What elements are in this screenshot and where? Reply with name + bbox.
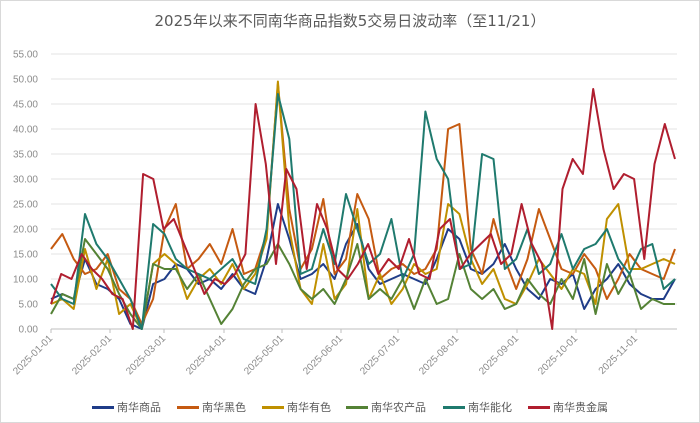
x-tick-label: 2025-10-01: [536, 333, 580, 377]
y-tick-label: 40.00: [13, 125, 38, 136]
legend-item-energy-chem[interactable]: 南华能化: [443, 399, 512, 415]
legend-swatch: [177, 405, 199, 409]
y-tick-label: 0.00: [19, 325, 39, 336]
series-line: [50, 238, 675, 330]
legend-label: 南华贵金属: [553, 401, 608, 414]
legend-swatch: [262, 405, 284, 409]
legend-swatch: [443, 405, 465, 409]
legend-item-commodity[interactable]: 南华商品: [92, 399, 161, 415]
y-tick-label: 20.00: [13, 225, 38, 236]
legend-label: 南华商品: [117, 401, 161, 414]
legend-item-precious-metals[interactable]: 南华贵金属: [528, 399, 608, 415]
x-tick-label: 2025-03-01: [124, 333, 168, 377]
x-tick-label: 2025-05-01: [242, 333, 286, 377]
y-tick-label: 30.00: [13, 175, 38, 186]
y-tick-label: 55.00: [13, 50, 38, 61]
y-tick-label: 15.00: [13, 250, 38, 261]
legend-swatch: [528, 405, 550, 409]
x-axis: 2025-01-01 2025-02-01 2025-03-01 2025-04-01…: [11, 329, 640, 377]
y-tick-label: 50.00: [13, 75, 38, 86]
series-lines: [50, 80, 676, 330]
legend-label: 南华农产品: [371, 401, 426, 414]
legend-label: 南华黑色: [202, 401, 246, 414]
legend: 南华商品 南华黑色 南华有色 南华农产品 南华能化 南华贵金属: [0, 399, 700, 415]
x-tick-label: 2025-11-01: [597, 333, 641, 377]
gridlines: [51, 53, 677, 330]
x-tick-label: 2025-06-01: [301, 333, 345, 377]
x-tick-label: 2025-08-01: [417, 333, 461, 377]
y-tick-label: 45.00: [13, 100, 38, 111]
legend-item-nonferrous[interactable]: 南华有色: [262, 399, 331, 415]
y-tick-label: 25.00: [13, 200, 38, 211]
legend-swatch: [346, 405, 368, 409]
chart-title: 2025年以来不同南华商品指数5交易日波动率（至11/21）: [154, 12, 546, 30]
legend-swatch: [92, 405, 114, 409]
x-tick-label: 2025-01-01: [11, 333, 55, 377]
x-tick-label: 2025-04-01: [184, 333, 228, 377]
y-axis: 0.00 5.00 10.00 15.00 20.00 25.00 30.00 35.00 40…: [13, 50, 38, 336]
y-tick-label: 35.00: [13, 150, 38, 161]
x-tick-label: 2025-07-01: [358, 333, 402, 377]
legend-label: 南华有色: [287, 401, 331, 414]
x-tick-label: 2025-02-01: [70, 333, 114, 377]
y-tick-label: 5.00: [19, 300, 39, 311]
x-tick-label: 2025-09-01: [477, 333, 521, 377]
series-line: [50, 93, 676, 330]
legend-item-agriculture[interactable]: 南华农产品: [346, 399, 426, 415]
series-line: [50, 88, 676, 330]
legend-label: 南华能化: [468, 401, 512, 414]
legend-item-ferrous[interactable]: 南华黑色: [177, 399, 246, 415]
y-tick-label: 10.00: [13, 275, 38, 286]
